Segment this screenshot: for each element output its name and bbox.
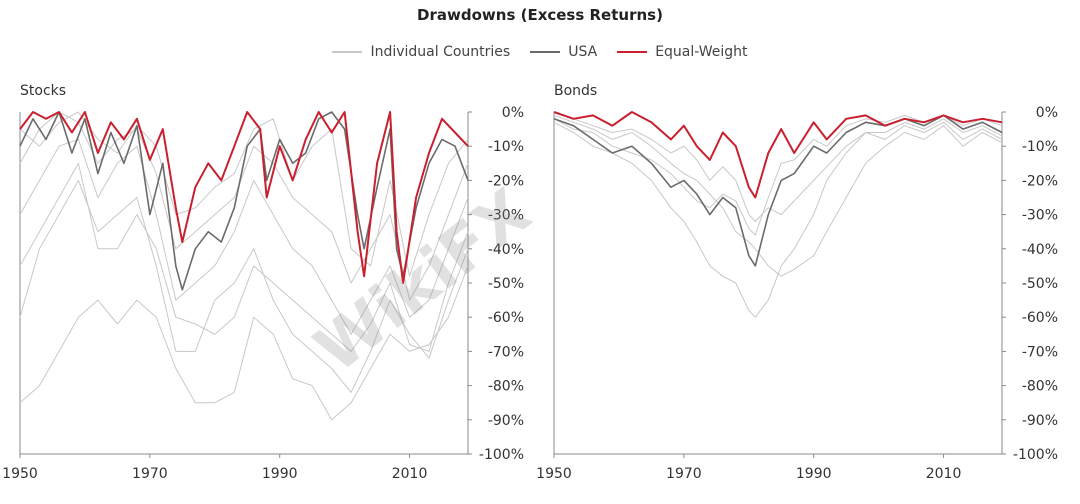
y-tick-label: -70% [488, 344, 524, 360]
panel-1: 0% -10% -20% -30% -40% -50% -60% -70% -80% -90% -1… [536, 105, 1058, 482]
legend-label: Individual Countries [370, 44, 511, 60]
y-tick-label: -80% [1022, 379, 1058, 395]
y-tick-label: -40% [488, 242, 524, 258]
x-tick-label: 2010 [926, 466, 962, 482]
x-tick-label: 1970 [666, 466, 702, 482]
legend-item-usa: USA [530, 44, 597, 60]
legend: Individual Countries USA Equal-Weight [0, 44, 1080, 60]
series-line-country [553, 111, 1003, 222]
y-tick-label: -70% [1022, 344, 1058, 360]
y-tick-label: -100% [479, 447, 524, 463]
y-tick-label: -100% [1013, 447, 1058, 463]
x-tick-label: 1990 [796, 466, 832, 482]
series-line-country [553, 114, 1003, 236]
y-tick-label: -20% [1022, 173, 1058, 189]
bonds-panel-title: Bonds [554, 83, 598, 99]
series-line-country [19, 179, 469, 393]
legend-label: Equal-Weight [655, 44, 748, 60]
series-line-country [19, 162, 469, 352]
y-tick-label: -90% [1022, 413, 1058, 429]
series-line-equal-weight [553, 111, 1003, 199]
legend-item-equal-weight: Equal-Weight [617, 44, 748, 60]
y-tick-label: -10% [1022, 139, 1058, 155]
x-tick-label: 1950 [2, 466, 38, 482]
legend-swatch-countries [332, 51, 363, 53]
y-tick-label: -60% [488, 310, 524, 326]
stocks-panel-title: Stocks [20, 83, 67, 99]
y-tick-label: 0% [502, 105, 524, 121]
y-tick-label: -30% [1022, 208, 1058, 224]
chart-title: Drawdowns (Excess Returns) [417, 6, 663, 24]
legend-item-individual-countries: Individual Countries [332, 44, 510, 60]
legend-label: USA [568, 44, 598, 60]
series-line-country [19, 138, 469, 335]
series-line-country [553, 121, 1003, 318]
y-tick-label: -30% [488, 208, 524, 224]
y-tick-label: -20% [488, 173, 524, 189]
y-tick-label: -80% [488, 379, 524, 395]
x-tick-label: 1990 [262, 466, 298, 482]
series-line-equal-weight [19, 111, 469, 284]
legend-swatch-usa [530, 51, 561, 53]
y-tick-label: -50% [488, 276, 524, 292]
series-line-country [553, 114, 1003, 277]
x-tick-label: 1950 [536, 466, 572, 482]
legend-swatch-equal-weight [617, 51, 648, 53]
panel-0: 0% -10% -20% -30% -40% -50% -60% -70% -80% -90% -1… [2, 105, 524, 482]
series-line-usa [553, 114, 1003, 267]
y-tick-label: -60% [1022, 310, 1058, 326]
y-tick-label: 0% [1036, 105, 1058, 121]
x-tick-label: 2010 [392, 466, 428, 482]
x-tick-label: 1970 [132, 466, 168, 482]
y-tick-label: -50% [1022, 276, 1058, 292]
series-line-country [19, 265, 469, 421]
y-tick-label: -40% [1022, 242, 1058, 258]
y-tick-label: -90% [488, 413, 524, 429]
y-tick-label: -10% [488, 139, 524, 155]
